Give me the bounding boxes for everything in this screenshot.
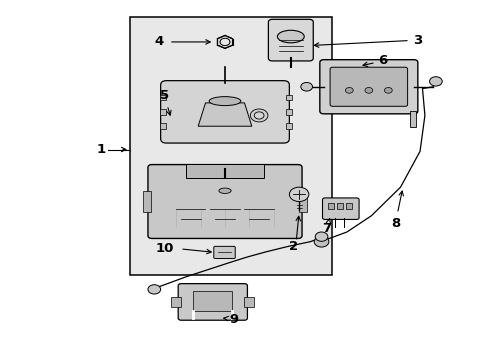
Text: 3: 3 xyxy=(314,33,421,47)
FancyBboxPatch shape xyxy=(178,284,247,320)
Bar xyxy=(160,95,165,100)
Bar xyxy=(160,123,165,129)
Circle shape xyxy=(428,77,441,86)
FancyBboxPatch shape xyxy=(148,165,302,238)
Text: 8: 8 xyxy=(390,191,403,230)
Circle shape xyxy=(300,82,312,91)
Text: 4: 4 xyxy=(155,35,163,49)
FancyBboxPatch shape xyxy=(319,60,417,114)
Bar xyxy=(336,203,342,209)
Bar xyxy=(171,297,181,307)
Circle shape xyxy=(345,87,352,93)
Circle shape xyxy=(315,232,327,241)
Text: 5: 5 xyxy=(160,89,171,115)
Text: 1: 1 xyxy=(96,143,105,156)
Circle shape xyxy=(289,187,308,202)
Bar xyxy=(160,109,165,115)
Text: 10: 10 xyxy=(155,242,173,255)
Text: 9: 9 xyxy=(223,312,239,326)
FancyBboxPatch shape xyxy=(160,81,289,143)
Bar xyxy=(285,95,291,100)
FancyBboxPatch shape xyxy=(329,67,407,106)
Bar xyxy=(285,123,291,129)
Ellipse shape xyxy=(219,188,231,193)
Bar xyxy=(328,203,333,209)
Ellipse shape xyxy=(277,30,304,43)
FancyBboxPatch shape xyxy=(268,19,313,61)
Bar xyxy=(345,203,351,209)
Bar xyxy=(244,297,254,307)
Circle shape xyxy=(220,39,229,45)
Text: 6: 6 xyxy=(362,54,387,67)
FancyBboxPatch shape xyxy=(213,246,235,258)
Bar xyxy=(130,17,331,275)
Circle shape xyxy=(364,87,372,93)
Bar xyxy=(143,191,151,212)
Circle shape xyxy=(314,236,328,247)
Bar xyxy=(285,109,291,115)
Circle shape xyxy=(148,285,160,294)
Bar xyxy=(299,191,306,212)
Circle shape xyxy=(220,39,229,45)
Bar xyxy=(409,111,415,127)
FancyBboxPatch shape xyxy=(322,198,358,220)
Bar xyxy=(193,291,232,311)
Polygon shape xyxy=(198,103,251,126)
Ellipse shape xyxy=(209,96,241,105)
Bar xyxy=(185,164,264,178)
Text: 2: 2 xyxy=(288,240,297,253)
Polygon shape xyxy=(217,36,232,48)
Text: 7: 7 xyxy=(322,219,331,235)
Circle shape xyxy=(384,87,391,93)
